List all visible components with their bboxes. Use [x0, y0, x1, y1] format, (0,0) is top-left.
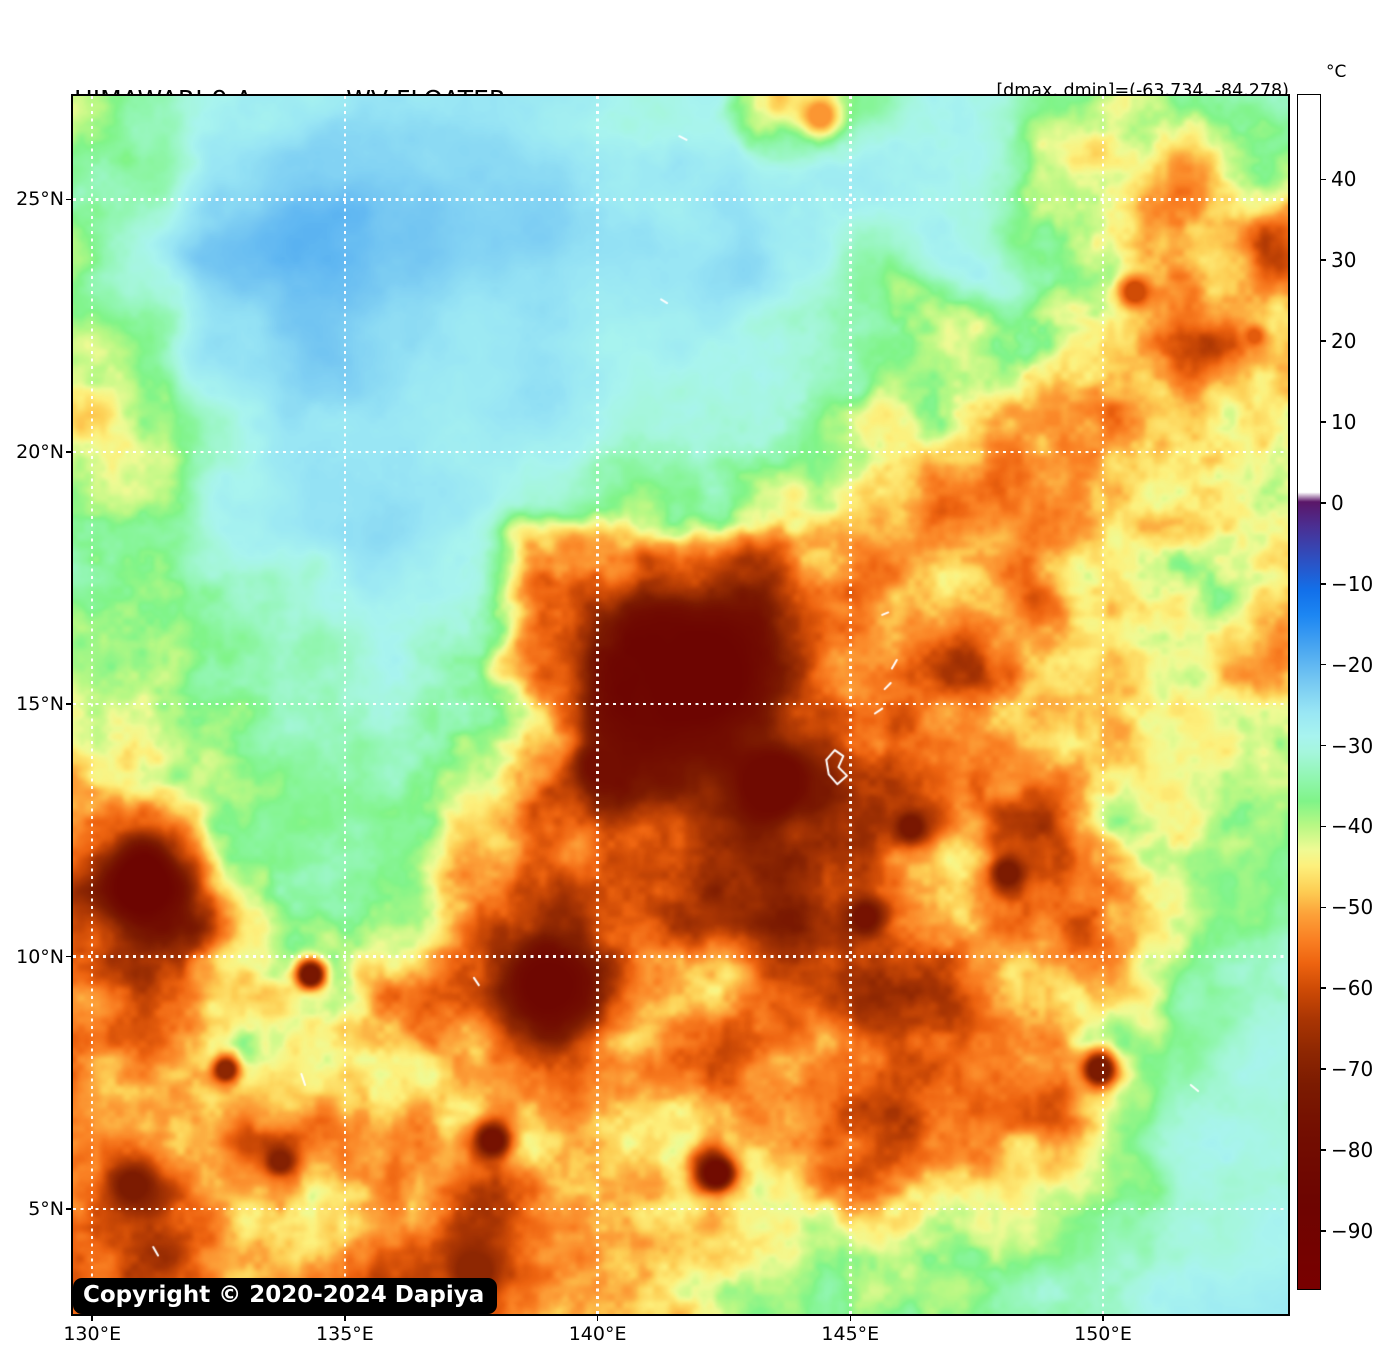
lon-label-140e: 140°E	[568, 1323, 627, 1345]
lat-tick-mark	[66, 198, 71, 201]
gridline-lon-150e	[1101, 96, 1105, 1314]
lat-label-10n: 10°N	[16, 945, 64, 968]
colorbar-tick-label: 20	[1331, 329, 1357, 354]
colorbar-tick-label: −70	[1331, 1057, 1374, 1082]
colorbar-tick-mark	[1320, 1068, 1326, 1070]
colorbar-tick-mark	[1320, 1149, 1326, 1151]
colorbar-tick-mark	[1320, 582, 1326, 585]
colorbar-tick-mark	[1320, 744, 1326, 747]
colorbar-tick-mark	[1320, 825, 1326, 828]
gridline-lat-15n	[73, 703, 1288, 706]
lon-tick-mark	[1102, 1316, 1104, 1321]
lat-label-5n: 5°N	[28, 1198, 64, 1220]
colorbar-tick-label: −60	[1331, 976, 1374, 1001]
colorbar-tick-label: −10	[1331, 571, 1374, 596]
gridline-lat-20n	[73, 450, 1288, 454]
colorbar-tick-mark	[1320, 906, 1326, 909]
colorbar-tick-mark	[1320, 502, 1326, 504]
colorbar-tick-label: −80	[1331, 1138, 1374, 1163]
colorbar-tick-mark	[1320, 259, 1326, 261]
colorbar-unit-label: °C	[1326, 62, 1347, 82]
colorbar-tick-mark	[1320, 663, 1326, 666]
colorbar-tick-label: −20	[1331, 652, 1374, 677]
lon-tick-mark	[849, 1316, 852, 1321]
copyright-badge: Copyright © 2020-2024 Dapiya	[73, 1278, 498, 1314]
lat-label-15n: 15°N	[16, 693, 64, 716]
lat-label-25n: 25°N	[16, 188, 64, 211]
lat-tick-mark	[66, 703, 71, 706]
lon-tick-mark	[596, 1316, 599, 1321]
gridline-lat-10n	[73, 955, 1288, 958]
lat-tick-mark	[66, 1208, 71, 1210]
colorbar-tick-mark	[1320, 340, 1326, 342]
colorbar-tick-mark	[1320, 421, 1326, 423]
colorbar-tick-label: −30	[1331, 733, 1374, 758]
satellite-map: Copyright © 2020-2024 Dapiya	[71, 94, 1290, 1316]
colorbar-tick-label: 40	[1331, 167, 1357, 192]
colorbar-tick-label: −40	[1331, 814, 1374, 839]
lat-label-20n: 20°N	[16, 440, 64, 463]
lon-label-135e: 135°E	[316, 1323, 374, 1345]
colorbar-tick-label: −50	[1331, 895, 1374, 920]
colorbar-tick-label: 0	[1331, 490, 1344, 515]
gridline-lat-25n	[73, 198, 1288, 201]
colorbar-tick-label: 10	[1331, 410, 1357, 434]
lon-tick-mark	[344, 1316, 346, 1321]
lat-tick-mark	[66, 955, 71, 958]
colorbar-tick-mark	[1320, 178, 1326, 181]
colorbar	[1297, 94, 1321, 1290]
lon-tick-mark	[91, 1316, 93, 1321]
colorbar-tick-label: −90	[1331, 1218, 1374, 1243]
colorbar-tick-mark	[1320, 987, 1326, 990]
gridline-lat-5n	[73, 1207, 1288, 1211]
colorbar-tick-label: 30	[1331, 248, 1357, 273]
gridline-lon-130e	[91, 96, 94, 1314]
gridline-lon-140e	[596, 96, 599, 1314]
colorbar-tick-mark	[1320, 1230, 1326, 1232]
lon-label-130e: 130°E	[63, 1323, 122, 1345]
gridline-lon-145e	[849, 96, 852, 1314]
gridline-lon-135e	[343, 96, 347, 1314]
lat-tick-mark	[66, 451, 71, 453]
lon-label-145e: 145°E	[821, 1323, 880, 1345]
lon-label-150e: 150°E	[1074, 1323, 1132, 1345]
